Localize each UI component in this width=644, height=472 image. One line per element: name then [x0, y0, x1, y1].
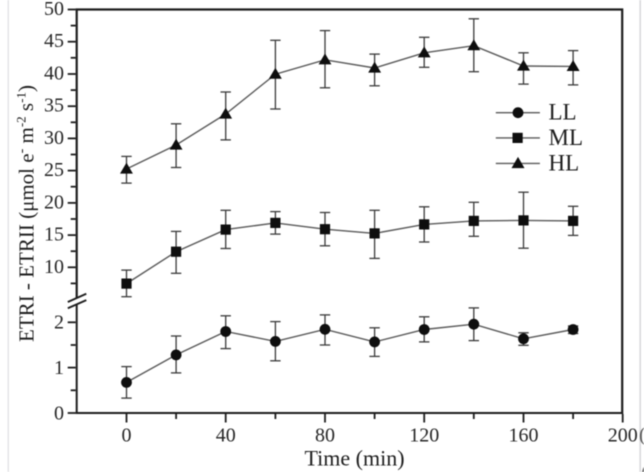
- svg-text:ETRI - ETRII (μmol e- m-2 s-1): ETRI - ETRII (μmol e- m-2 s-1): [13, 85, 38, 342]
- svg-text:1: 1: [54, 357, 64, 379]
- svg-text:160: 160: [509, 425, 539, 447]
- svg-text:10: 10: [44, 256, 64, 278]
- svg-text:HL: HL: [549, 150, 580, 175]
- svg-text:25: 25: [44, 159, 64, 181]
- svg-text:(: (: [639, 424, 644, 446]
- svg-text:LL: LL: [549, 100, 577, 125]
- svg-text:2: 2: [54, 312, 64, 334]
- svg-text:0: 0: [122, 425, 132, 447]
- svg-text:40: 40: [216, 425, 236, 447]
- svg-text:40: 40: [44, 63, 64, 85]
- svg-text:0: 0: [54, 402, 64, 424]
- svg-text:45: 45: [44, 30, 64, 52]
- svg-text:30: 30: [44, 127, 64, 149]
- svg-text:ML: ML: [549, 125, 584, 150]
- svg-text:80: 80: [315, 425, 335, 447]
- svg-text:20: 20: [44, 191, 64, 213]
- svg-text:Time (min): Time (min): [304, 446, 404, 471]
- svg-text:15: 15: [44, 224, 64, 246]
- svg-text:50: 50: [44, 0, 64, 20]
- svg-text:200: 200: [608, 425, 638, 447]
- svg-text:120: 120: [409, 425, 439, 447]
- svg-text:35: 35: [44, 95, 64, 117]
